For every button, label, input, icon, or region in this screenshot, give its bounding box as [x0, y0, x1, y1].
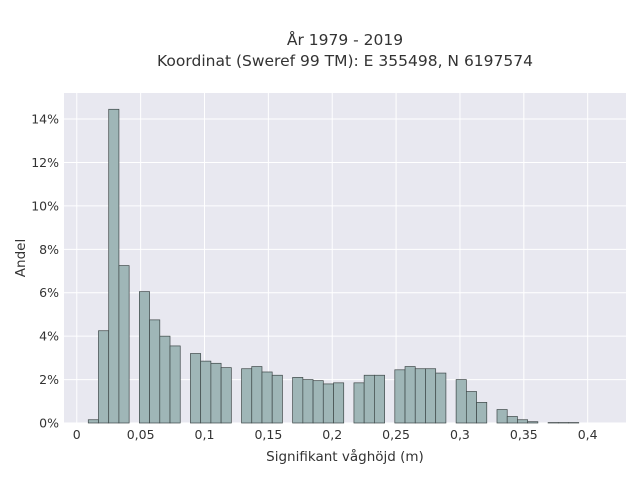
x-tick-label: 0,15: [254, 427, 282, 442]
histogram-bar: [506, 416, 518, 424]
x-axis-ticks: 0 0,05 0,1 0,15 0,2 0,25 0,3 0,35 0,4: [73, 427, 598, 442]
x-tick-label: 0,4: [578, 427, 598, 442]
histogram-bar: [374, 374, 385, 424]
histogram-bar: [363, 374, 375, 424]
histogram-bar: [139, 291, 150, 424]
y-tick-label: 8%: [39, 242, 59, 257]
histogram-bar: [333, 382, 345, 424]
histogram-bar: [476, 402, 488, 424]
chart-title-line-1: År 1979 - 2019: [287, 30, 403, 49]
x-tick-label: 0,35: [510, 427, 538, 442]
y-tick-label: 6%: [39, 285, 59, 300]
histogram-bar: [210, 362, 222, 424]
histogram-bar: [414, 368, 426, 424]
chart-title-line-2: Koordinat (Sweref 99 TM): E 355498, N 61…: [157, 52, 533, 70]
histogram-bar: [118, 265, 130, 424]
histogram-bar: [261, 371, 273, 424]
histogram-bars: [87, 108, 580, 424]
histogram-bar: [517, 419, 529, 424]
histogram-bar: [353, 382, 365, 424]
x-axis-title: Signifikant våghöjd (m): [266, 448, 424, 465]
histogram-bar: [169, 345, 181, 424]
histogram-bar: [496, 409, 508, 424]
y-axis-ticks: 0% 2% 4% 6% 8% 10% 12% 14%: [31, 112, 59, 431]
histogram-bar: [271, 374, 283, 424]
histogram-bar: [302, 379, 314, 424]
histogram-bar: [200, 360, 212, 424]
y-tick-label: 0%: [39, 416, 59, 431]
histogram-bar: [220, 367, 232, 424]
x-tick-label: 0,1: [195, 427, 215, 442]
y-tick-label: 14%: [31, 112, 59, 127]
histogram-bar: [312, 380, 324, 424]
histogram-bar: [455, 379, 467, 424]
histogram-bar: [159, 335, 171, 424]
histogram-bar: [251, 366, 263, 424]
y-tick-label: 10%: [31, 198, 59, 213]
x-tick-label: 0,25: [382, 427, 410, 442]
y-tick-label: 12%: [31, 155, 59, 170]
histogram-bar: [108, 108, 120, 424]
y-tick-label: 2%: [39, 372, 59, 387]
histogram-bar: [404, 366, 416, 424]
histogram-bar: [98, 330, 110, 424]
histogram-bar: [394, 369, 406, 424]
x-tick-label: 0,05: [127, 427, 155, 442]
y-tick-label: 4%: [39, 329, 59, 344]
histogram-bar: [527, 421, 539, 424]
histogram-bar: [292, 377, 304, 424]
histogram-bar: [425, 368, 437, 424]
x-tick-label: 0: [73, 427, 81, 442]
x-tick-label: 0,3: [450, 427, 470, 442]
histogram-bar: [87, 419, 99, 424]
y-axis-title: Andel: [13, 239, 29, 277]
histogram-bar: [149, 319, 161, 424]
histogram-bar: [190, 353, 202, 424]
histogram-bar: [241, 368, 253, 424]
histogram-bar: [435, 372, 447, 424]
histogram-bar: [322, 383, 334, 424]
histogram-bar: [465, 391, 477, 424]
x-tick-label: 0,2: [322, 427, 342, 442]
